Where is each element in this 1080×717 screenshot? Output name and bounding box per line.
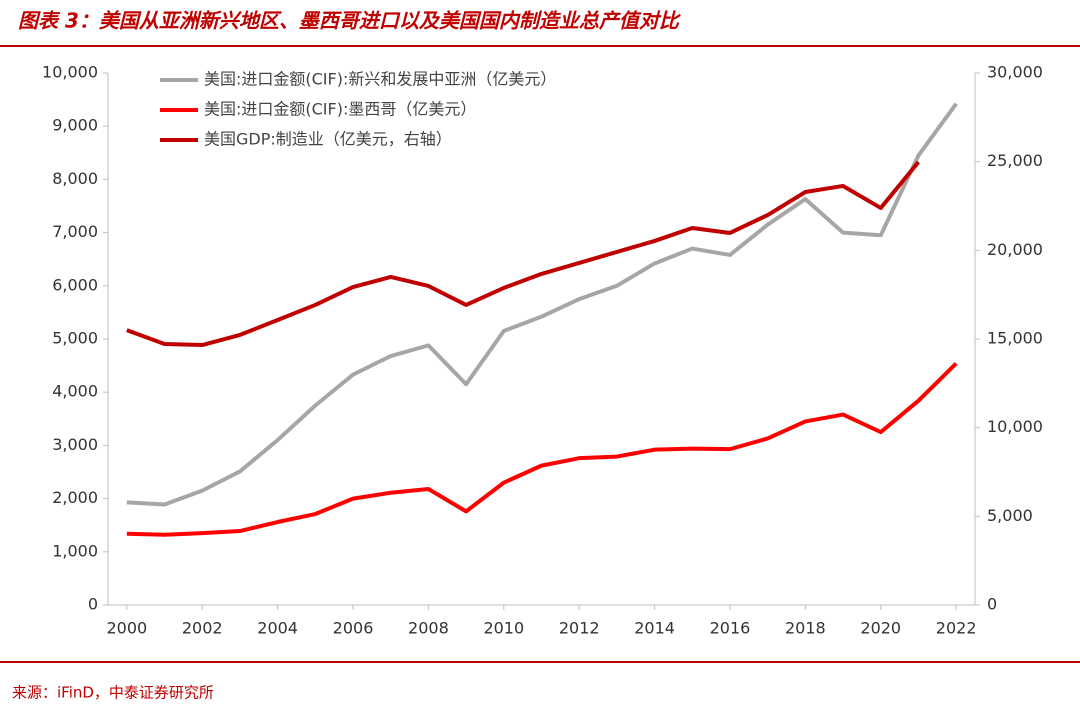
x-tick-label: 2008 bbox=[408, 619, 449, 638]
series-line bbox=[126, 160, 921, 348]
chart-title: 图表 3：美国从亚洲新兴地区、墨西哥进口以及美国国内制造业总产值对比 bbox=[18, 9, 682, 33]
source: 来源：iFinD，中泰证券研究所 bbox=[12, 684, 214, 702]
series-line bbox=[126, 362, 958, 537]
y2-tick-label: 30,000 bbox=[987, 63, 1043, 82]
x-tick-label: 2012 bbox=[559, 619, 600, 638]
legend-label: 美国GDP:制造业（亿美元，右轴） bbox=[204, 130, 452, 149]
legend-label: 美国:进口金额(CIF):墨西哥（亿美元） bbox=[204, 100, 476, 119]
y-tick-label: 9,000 bbox=[52, 116, 98, 135]
x-tick-label: 2006 bbox=[333, 619, 374, 638]
y-tick-label: 3,000 bbox=[52, 435, 98, 454]
y-tick-label: 0 bbox=[88, 595, 98, 614]
x-tick-label: 2000 bbox=[106, 619, 147, 638]
y-tick-label: 2,000 bbox=[52, 488, 98, 507]
y-tick-label: 8,000 bbox=[52, 169, 98, 188]
y2-tick-label: 5,000 bbox=[987, 506, 1033, 525]
x-tick-label: 2004 bbox=[257, 619, 298, 638]
x-tick-label: 2014 bbox=[634, 619, 675, 638]
x-tick-label: 2022 bbox=[936, 619, 977, 638]
x-tick-label: 2016 bbox=[710, 619, 751, 638]
y2-tick-label: 10,000 bbox=[987, 417, 1043, 436]
x-tick-label: 2010 bbox=[483, 619, 524, 638]
y2-tick-label: 20,000 bbox=[987, 240, 1043, 259]
y2-tick-label: 0 bbox=[987, 595, 997, 614]
x-tick-label: 2002 bbox=[182, 619, 223, 638]
x-tick-label: 2018 bbox=[785, 619, 826, 638]
y2-tick-label: 15,000 bbox=[987, 329, 1043, 348]
y2-tick-label: 25,000 bbox=[987, 151, 1043, 170]
y-tick-label: 4,000 bbox=[52, 382, 98, 401]
y-tick-label: 10,000 bbox=[42, 63, 98, 82]
y-tick-label: 7,000 bbox=[52, 222, 98, 241]
x-tick-label: 2020 bbox=[860, 619, 901, 638]
y-tick-label: 5,000 bbox=[52, 329, 98, 348]
series-line bbox=[126, 102, 958, 507]
y-tick-label: 6,000 bbox=[52, 275, 98, 294]
y-tick-label: 1,000 bbox=[52, 541, 98, 560]
legend-label: 美国:进口金额(CIF):新兴和发展中亚洲（亿美元） bbox=[204, 70, 556, 89]
